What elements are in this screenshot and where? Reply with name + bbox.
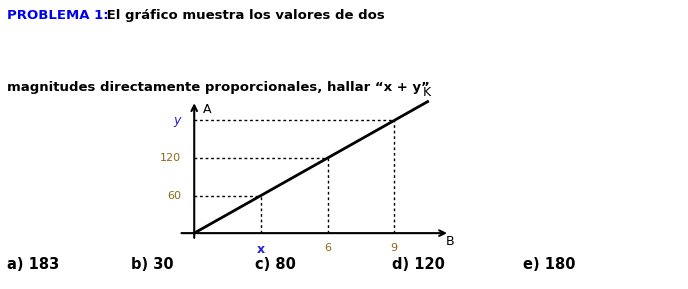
Text: y: y [173, 114, 181, 127]
Text: A: A [203, 103, 212, 116]
Text: b) 30: b) 30 [131, 257, 173, 272]
Text: a) 183: a) 183 [7, 257, 59, 272]
Text: 60: 60 [167, 190, 181, 201]
Text: c) 80: c) 80 [255, 257, 295, 272]
Text: PROBLEMA 1:: PROBLEMA 1: [7, 9, 109, 22]
Text: d) 120: d) 120 [392, 257, 445, 272]
Text: B: B [445, 236, 454, 248]
Text: magnitudes directamente proporcionales, hallar “x + y”: magnitudes directamente proporcionales, … [7, 81, 429, 94]
Text: El gráfico muestra los valores de dos: El gráfico muestra los valores de dos [102, 9, 385, 22]
Text: 9: 9 [391, 243, 398, 253]
Text: K: K [423, 86, 431, 99]
Text: x: x [257, 243, 265, 256]
Text: 120: 120 [160, 153, 181, 163]
Text: 6: 6 [324, 243, 331, 253]
Text: e) 180: e) 180 [523, 257, 575, 272]
